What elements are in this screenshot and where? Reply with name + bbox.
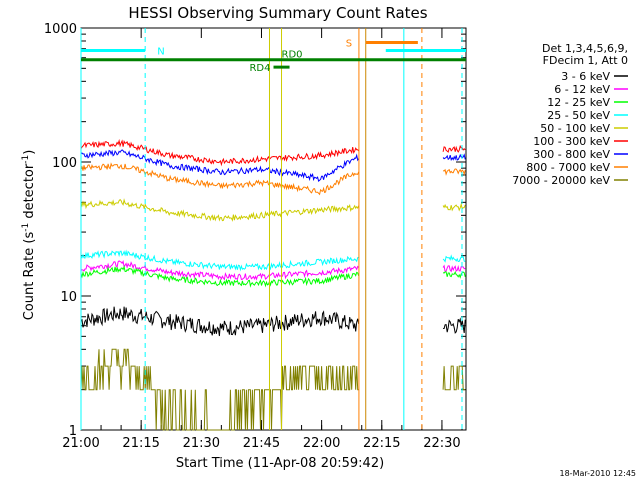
x-tick-label: 21:00 <box>62 436 99 451</box>
flag-markers: N RD0 RD4 S <box>80 28 466 430</box>
series-line <box>80 249 359 272</box>
series-line <box>80 348 359 431</box>
series-line <box>443 317 466 334</box>
x-tick-label: 21:30 <box>183 436 220 451</box>
legend-entry-label: 300 - 800 keV <box>533 148 610 161</box>
legend-entry-label: 12 - 25 keV <box>547 96 610 109</box>
flag-label: RD4 <box>249 63 270 74</box>
series-line <box>80 306 360 337</box>
legend-entry-label: 100 - 300 keV <box>533 135 610 148</box>
legend: Det 1,3,4,5,6,9,FDecim 1, Att 0 3 - 6 keV… <box>512 42 628 187</box>
x-tick-label: 22:15 <box>363 436 400 451</box>
series-line <box>80 138 360 167</box>
series-line <box>442 168 466 176</box>
y-tick-label: 10 <box>60 290 77 305</box>
y-tick-label: 1000 <box>44 22 77 37</box>
tick-labels: 1 10 100 1000 21:00 21:15 21:30 21:45 22:00 22:15… <box>44 22 461 451</box>
flag-label: S <box>346 38 352 49</box>
x-tick-label: 21:45 <box>243 436 280 451</box>
series-lines <box>80 138 466 431</box>
legend-entry-label: 25 - 50 keV <box>547 109 610 122</box>
chart-title: HESSI Observing Summary Count Rates <box>128 4 427 22</box>
series-line <box>80 162 360 196</box>
flag-label: N <box>157 46 164 57</box>
x-tick-label: 22:00 <box>303 436 340 451</box>
x-axis-label: Start Time (11-Apr-08 20:59:42) <box>176 456 384 471</box>
series-line <box>80 198 360 222</box>
legend-header: Det 1,3,4,5,6,9, <box>542 42 628 55</box>
series-line <box>80 149 360 182</box>
timestamp: 18-Mar-2010 12:45 <box>560 469 637 478</box>
legend-entry-label: 7000 - 20000 keV <box>512 174 610 187</box>
series-line <box>442 365 466 391</box>
legend-entry-label: 3 - 6 keV <box>561 70 610 83</box>
series-line <box>442 202 466 212</box>
flag-label: RD0 <box>282 50 303 61</box>
y-tick-label: 1 <box>69 424 77 439</box>
legend-entry-label: 50 - 100 keV <box>540 122 610 135</box>
legend-header: FDecim 1, Att 0 <box>543 54 628 67</box>
x-tick-label: 21:15 <box>122 436 159 451</box>
legend-entry-label: 6 - 12 keV <box>554 83 610 96</box>
y-tick-label: 100 <box>52 156 77 171</box>
series-line <box>80 259 360 281</box>
y-axis-label: Count Rate (s-1 detector-1) <box>21 150 37 321</box>
legend-entry-label: 800 - 7000 keV <box>526 161 610 174</box>
x-tick-label: 22:30 <box>423 436 460 451</box>
series-line <box>80 265 360 288</box>
